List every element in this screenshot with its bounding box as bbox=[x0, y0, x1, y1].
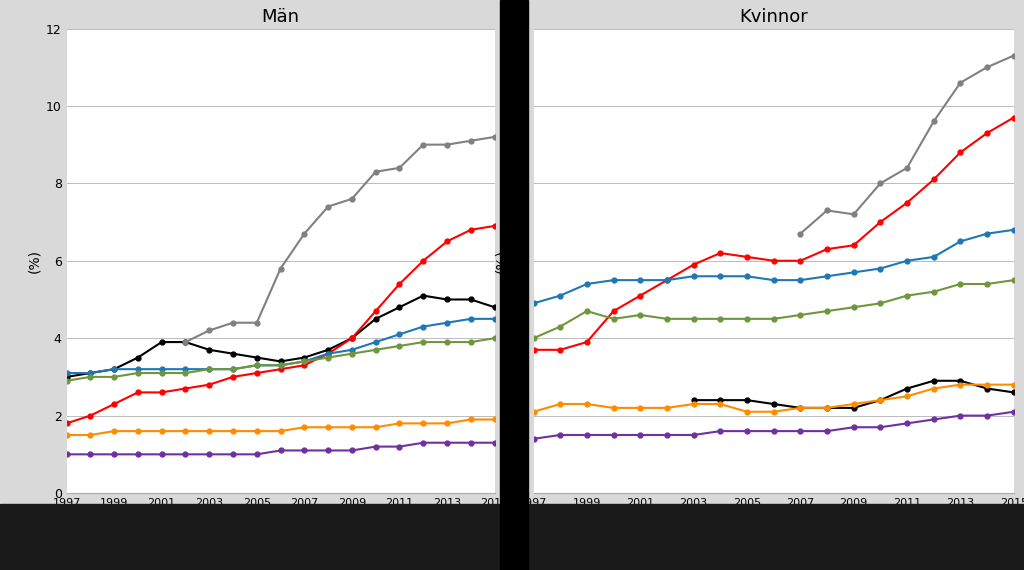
Legend: 0 - 12 år, 13 - 17 år, 18 - 24 år, 25 - 44 år, 45 - 64 år, 65 - 74 år, 75+ år: 0 - 12 år, 13 - 17 år, 18 - 24 år, 25 - … bbox=[199, 539, 825, 561]
Y-axis label: (%): (%) bbox=[28, 249, 42, 273]
Title: Kvinnor: Kvinnor bbox=[739, 7, 808, 26]
Title: Män: Män bbox=[261, 7, 300, 26]
Y-axis label: (%): (%) bbox=[495, 249, 509, 273]
